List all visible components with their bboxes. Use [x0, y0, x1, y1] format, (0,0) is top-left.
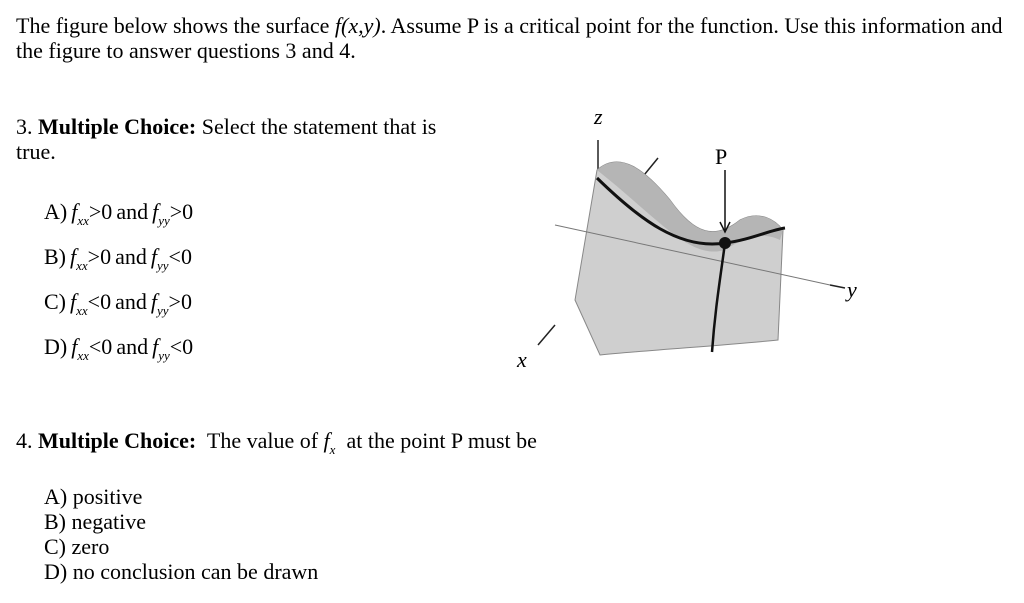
math-rel: >0: [169, 199, 194, 224]
q-number: 4.: [16, 428, 33, 453]
option: B) fxx>0 and fyy<0: [44, 244, 196, 278]
option-text: and: [116, 199, 149, 224]
option: D) fxx<0 and fyy<0: [44, 334, 197, 368]
option-label: B): [44, 244, 66, 269]
math-rel: >0: [87, 244, 112, 269]
math-f: f: [70, 244, 77, 269]
q-text: Select the statement that is true.: [16, 114, 437, 164]
math-rel: <0: [88, 334, 113, 359]
math-rel: >0: [168, 289, 192, 314]
option-label: A): [44, 199, 68, 224]
question-4: 4. Multiple Choice: The value of fx at t…: [16, 428, 537, 462]
axis-label: z: [593, 104, 603, 129]
math-sub: yy: [156, 303, 169, 318]
option-label: D): [44, 334, 68, 359]
option: A) fxx>0 and fyy>0: [44, 199, 197, 233]
math-sub: yy: [158, 348, 170, 363]
option: C) zero: [44, 534, 110, 559]
math-sub: xx: [76, 303, 88, 318]
math-sub: xx: [77, 348, 89, 363]
option-text: and: [115, 289, 147, 314]
axis-label: y: [845, 277, 857, 302]
option: A) positive: [44, 484, 143, 509]
math-f: f: [70, 289, 77, 314]
surface-figure: z P y x: [516, 104, 857, 372]
q-text: at the point P must be: [346, 428, 537, 453]
axis-label: x: [516, 347, 527, 372]
math-sub: x: [329, 442, 336, 457]
math-rel: <0: [169, 334, 194, 359]
intro: The figure below shows the surface f(x,y…: [16, 13, 1006, 63]
math-rel: <0: [87, 289, 112, 314]
math-f: f: [150, 289, 157, 314]
math-f: f: [323, 428, 330, 453]
math-f: f: [71, 334, 78, 359]
option-label: C): [44, 289, 66, 314]
intro-text: . Assume P is a critical point for the f…: [16, 13, 1003, 63]
math-f: f: [152, 199, 159, 224]
q-text: The value of: [206, 428, 319, 453]
question-3: 3. Multiple Choice: Select the statement…: [16, 114, 446, 164]
math-f: f: [152, 334, 159, 359]
math-f: f: [71, 199, 78, 224]
intro-func: f(x,y): [334, 13, 381, 38]
q-heading: Multiple Choice:: [38, 114, 197, 139]
option: C) fxx<0 and fyy>0: [44, 289, 196, 323]
math-sub: xx: [77, 213, 89, 228]
point-label: P: [715, 144, 727, 169]
math-sub: xx: [76, 258, 88, 273]
math-sub: yy: [156, 258, 169, 273]
option-text: and: [115, 244, 147, 269]
q-heading: Multiple Choice:: [38, 428, 197, 453]
q-number: 3.: [16, 114, 33, 139]
option-text: and: [116, 334, 149, 359]
intro-text: The figure below shows the surface: [16, 13, 335, 38]
math-rel: >0: [88, 199, 113, 224]
math-f: f: [150, 244, 157, 269]
option: B) negative: [44, 509, 147, 534]
math-rel: <0: [168, 244, 192, 269]
math-sub: yy: [158, 213, 170, 228]
option: D) no conclusion can be drawn: [44, 559, 319, 584]
